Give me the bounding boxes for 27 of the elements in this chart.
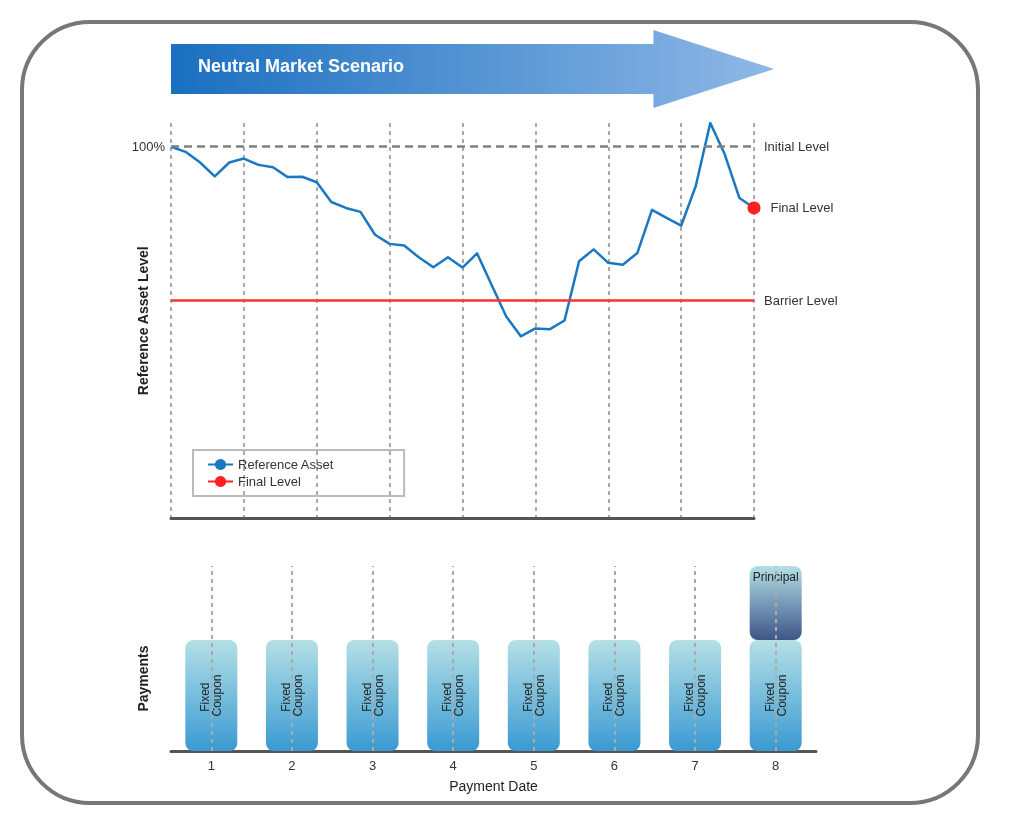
x-tick-label: 2 — [288, 758, 296, 773]
text: Final Level — [770, 200, 834, 216]
text: Fixed Coupon — [440, 674, 467, 717]
ref-line-label: Barrier Level — [764, 293, 838, 309]
x-tick-label: 5 — [530, 758, 538, 773]
text: Fixed Coupon — [762, 674, 789, 717]
legend-label: Final Level — [238, 474, 301, 489]
text: Fixed Coupon — [278, 674, 305, 717]
text: Fixed Coupon — [198, 674, 225, 717]
legend-label: Reference Asset — [238, 457, 334, 472]
x-tick-label: 7 — [691, 758, 699, 773]
y-axis-title: Reference Asset Level — [135, 246, 151, 396]
x-tick-label: 3 — [368, 758, 377, 773]
chart-title: Neutral Market Scenario — [198, 56, 405, 77]
series-label: Principal — [752, 570, 799, 584]
ref-line-label: Initial Level — [764, 139, 830, 155]
x-axis-title: Payment Date — [449, 778, 539, 794]
text: Fixed Coupon — [359, 674, 386, 717]
x-tick-label: 1 — [207, 758, 215, 773]
text: 100% — [131, 139, 166, 155]
text: Fixed Coupon — [682, 674, 709, 717]
x-tick-label: 8 — [772, 758, 780, 773]
x-tick-label: 6 — [610, 758, 619, 773]
x-tick-label: 4 — [449, 758, 457, 773]
text: Fixed Coupon — [601, 674, 628, 717]
y-axis-title: Payments — [135, 645, 151, 712]
series-label: Fixed Coupon — [520, 674, 547, 717]
